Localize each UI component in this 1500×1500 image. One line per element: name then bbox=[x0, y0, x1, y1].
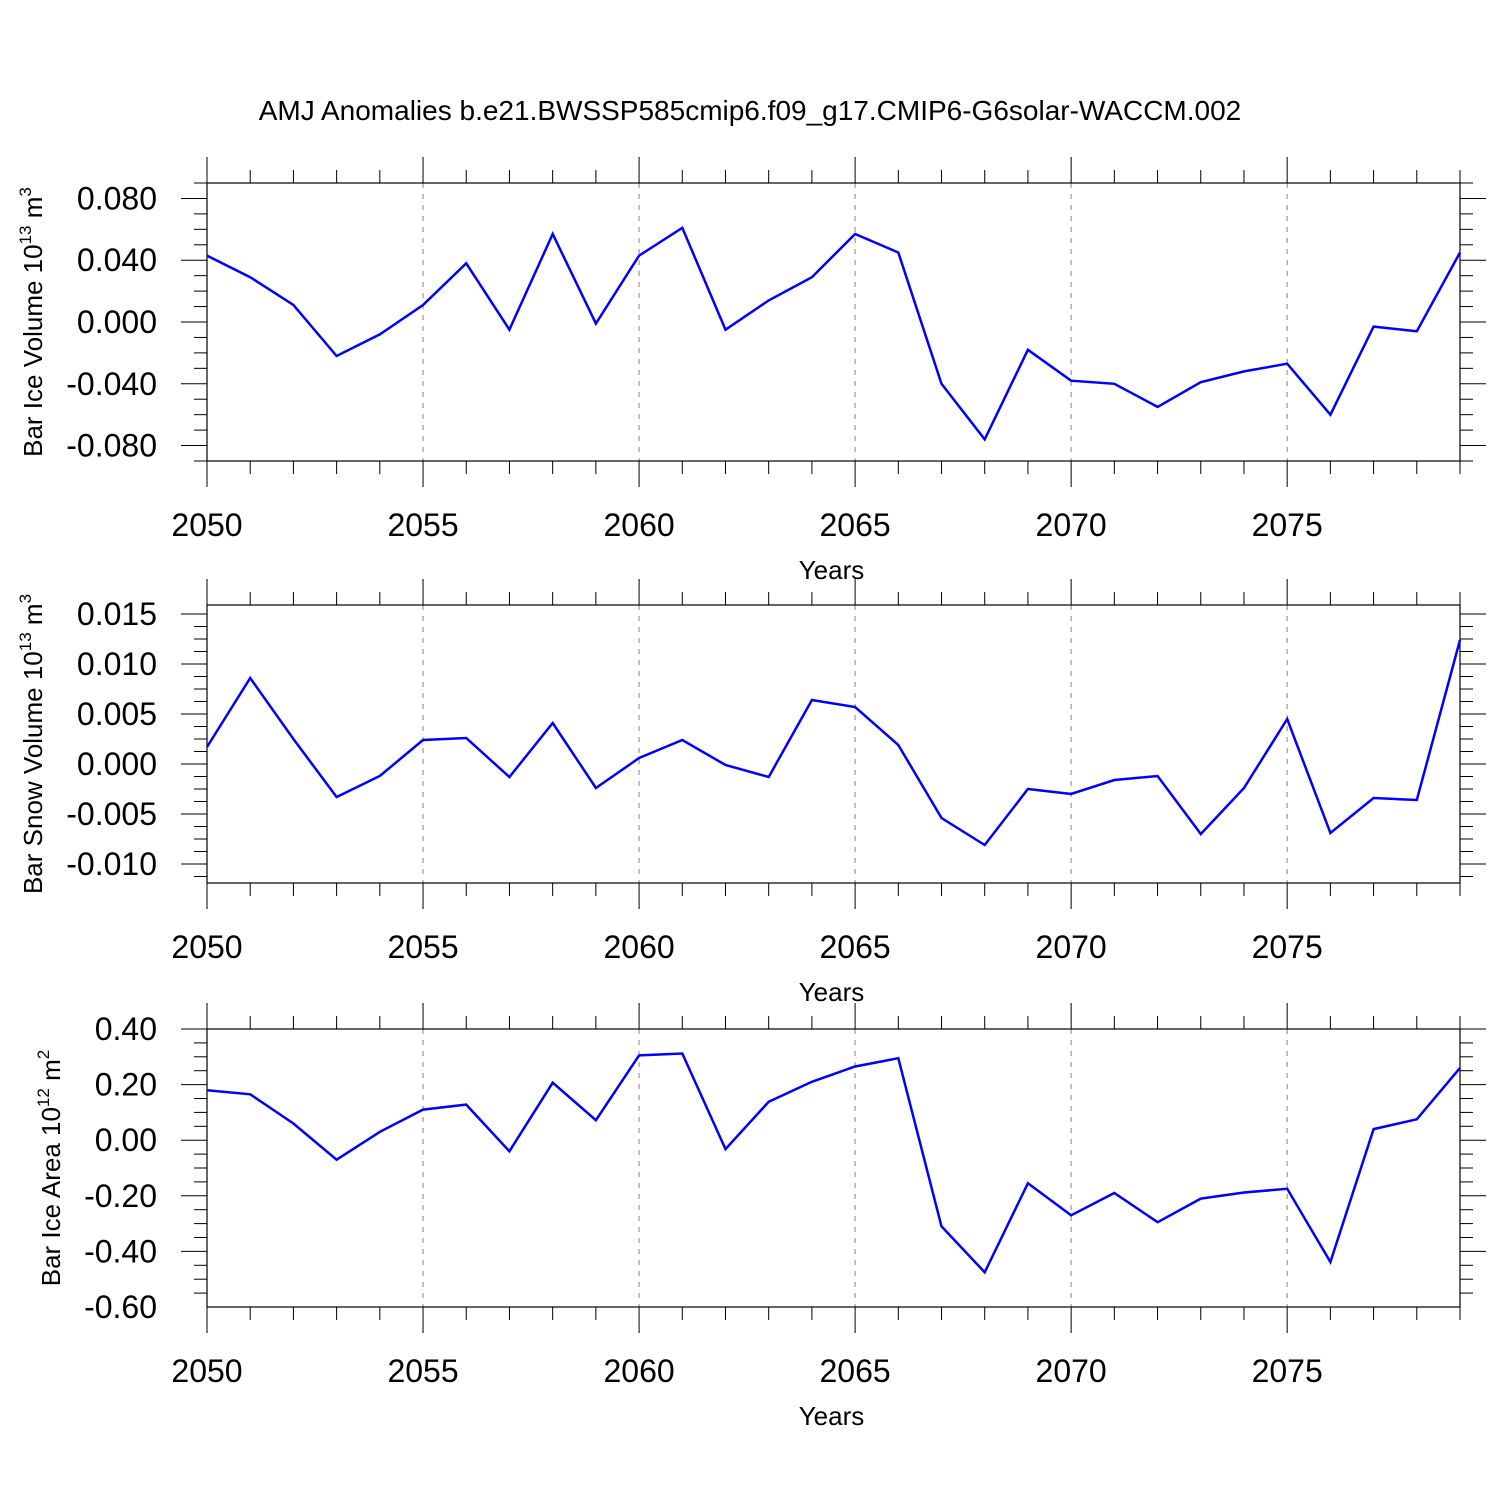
x-axis-label: Years bbox=[799, 1401, 865, 1431]
x-tick-label: 2060 bbox=[603, 507, 674, 543]
figure-title: AMJ Anomalies b.e21.BWSSP585cmip6.f09_g1… bbox=[259, 95, 1242, 126]
y-tick-label: -0.080 bbox=[66, 428, 157, 464]
y-axis-label-text: Bar Ice Volume 10 bbox=[18, 244, 48, 456]
y-tick-label: -0.040 bbox=[66, 366, 157, 402]
x-tick-label: 2055 bbox=[387, 1353, 458, 1389]
x-tick-label: 2050 bbox=[171, 929, 242, 965]
y-axis-label-exponent: 12 bbox=[34, 1088, 53, 1107]
y-axis-label: Bar Ice Volume 1013 m3 bbox=[16, 187, 48, 457]
x-tick-label: 2075 bbox=[1252, 507, 1323, 543]
y-tick-label: 0.000 bbox=[77, 304, 157, 340]
panels-group: 0.080 0.040 0.000 -0.040 -0.080 2050 2055 2060 2… bbox=[16, 157, 1486, 1431]
y-axis-label-unit-exponent: 3 bbox=[16, 594, 35, 603]
y-tick-label: 0.040 bbox=[77, 242, 157, 278]
plot-frame bbox=[206, 1028, 1461, 1308]
y-tick-label: 0.000 bbox=[77, 746, 157, 782]
series-line-1 bbox=[206, 225, 1462, 442]
x-tick-label: 2065 bbox=[820, 507, 891, 543]
x-tick-label: 2070 bbox=[1036, 507, 1107, 543]
x-tick-label: 2055 bbox=[387, 507, 458, 543]
y-axis-label: Bar Snow Volume 1013 m3 bbox=[16, 594, 48, 894]
y-tick-label: 0.00 bbox=[95, 1122, 157, 1158]
x-tick-label: 2070 bbox=[1036, 929, 1107, 965]
y-tick-label: 0.005 bbox=[77, 696, 157, 732]
x-tick-label: 2075 bbox=[1252, 929, 1323, 965]
x-tick-label: 2075 bbox=[1252, 1353, 1323, 1389]
y-axis-label-unit-exponent: 2 bbox=[34, 1050, 53, 1059]
series-line-2 bbox=[205, 639, 1462, 847]
x-tick-label: 2060 bbox=[603, 1353, 674, 1389]
x-axis-label: Years bbox=[799, 977, 865, 1007]
x-axis-label: Years bbox=[799, 555, 865, 585]
y-tick-label: 0.20 bbox=[95, 1067, 157, 1103]
y-axis-label-unit: m bbox=[18, 197, 48, 226]
chart-panel-3: 0.40 0.20 0.00 -0.20 -0.40 -0.60 2050 2055 2060 2… bbox=[34, 1003, 1486, 1431]
chart-panel-2: 0.015 0.010 0.005 0.000 -0.005 -0.010 2050 2055… bbox=[16, 579, 1486, 1007]
y-axis-label-exponent: 13 bbox=[16, 225, 35, 244]
x-tick-label: 2065 bbox=[820, 929, 891, 965]
x-tick-label: 2070 bbox=[1036, 1353, 1107, 1389]
y-axis-label-exponent: 13 bbox=[16, 632, 35, 651]
x-tick-label: 2050 bbox=[171, 1353, 242, 1389]
x-tick-label: 2060 bbox=[603, 929, 674, 965]
y-axis-label-unit-exponent: 3 bbox=[16, 187, 35, 196]
y-axis-label-text: Bar Ice Area 10 bbox=[36, 1107, 66, 1286]
y-tick-label: -0.20 bbox=[84, 1178, 157, 1214]
y-tick-label: -0.40 bbox=[84, 1233, 157, 1269]
x-tick-label: 2055 bbox=[387, 929, 458, 965]
y-tick-label: -0.010 bbox=[66, 846, 157, 882]
y-tick-label: 0.40 bbox=[95, 1011, 157, 1047]
x-tick-label: 2050 bbox=[171, 507, 242, 543]
y-axis-label-unit: m bbox=[36, 1059, 66, 1088]
y-axis-label-unit: m bbox=[18, 603, 48, 632]
y-tick-label: -0.005 bbox=[66, 796, 157, 832]
y-axis-label-text: Bar Snow Volume 10 bbox=[18, 651, 48, 894]
series-line-3 bbox=[206, 1052, 1461, 1275]
x-tick-label: 2065 bbox=[820, 1353, 891, 1389]
y-tick-label: -0.60 bbox=[84, 1289, 157, 1325]
chart-panel-1: 0.080 0.040 0.000 -0.040 -0.080 2050 2055 2060 2… bbox=[16, 157, 1486, 585]
y-tick-label: 0.080 bbox=[77, 180, 157, 216]
y-axis-label: Bar Ice Area 1012 m2 bbox=[34, 1050, 66, 1287]
y-tick-label: 0.015 bbox=[77, 596, 157, 632]
y-tick-label: 0.010 bbox=[77, 646, 157, 682]
plot-frame bbox=[206, 182, 1461, 462]
plot-frame bbox=[206, 604, 1461, 884]
